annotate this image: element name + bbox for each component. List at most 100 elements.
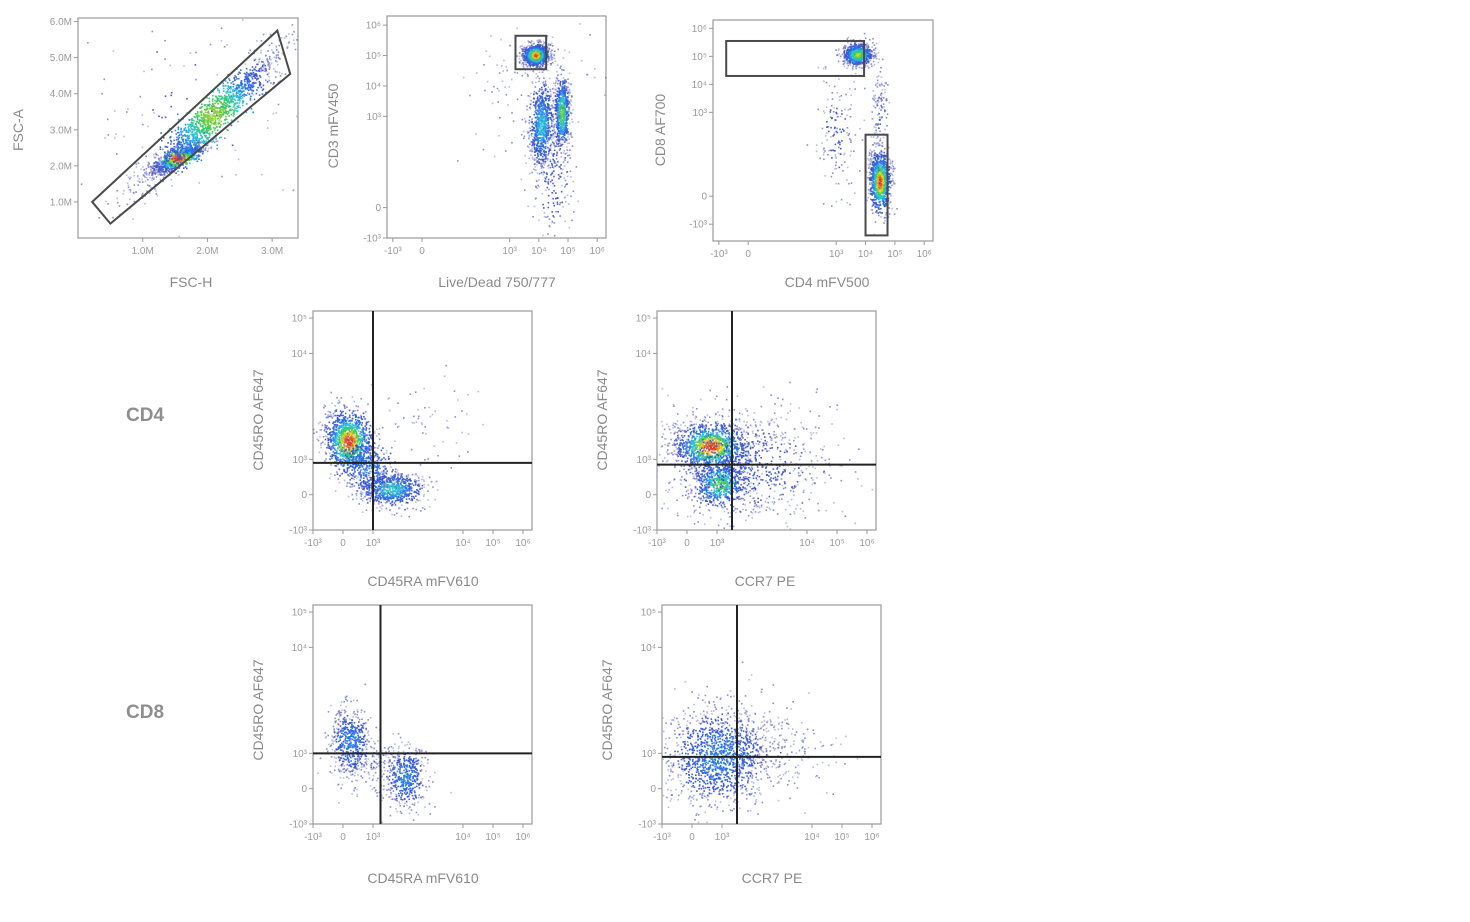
event-dot bbox=[540, 158, 543, 161]
event-dot bbox=[214, 102, 216, 105]
event-dot bbox=[214, 121, 217, 123]
event-dot bbox=[224, 137, 226, 139]
event-dot bbox=[535, 133, 537, 136]
event-dot bbox=[547, 137, 550, 139]
event-dot bbox=[232, 90, 234, 93]
event-dot bbox=[177, 160, 180, 162]
event-dot bbox=[143, 70, 145, 73]
event-dot bbox=[180, 160, 183, 162]
event-dot bbox=[548, 58, 550, 60]
event-dot bbox=[551, 141, 554, 144]
event-dot bbox=[566, 149, 569, 151]
event-dot bbox=[569, 112, 572, 114]
event-dot bbox=[185, 153, 187, 155]
event-dot bbox=[526, 108, 528, 111]
event-dot bbox=[170, 155, 172, 157]
event-dot bbox=[546, 54, 548, 57]
event-dot bbox=[230, 95, 232, 97]
event-dot bbox=[544, 105, 546, 108]
event-dot bbox=[545, 132, 548, 135]
event-dot bbox=[518, 62, 521, 64]
event-dot bbox=[537, 48, 539, 50]
event-dot bbox=[209, 107, 211, 110]
x-tick-label: 1.0M bbox=[132, 246, 154, 257]
event-dot bbox=[170, 159, 173, 162]
event-dot bbox=[175, 156, 177, 158]
event-dot bbox=[558, 136, 560, 139]
event-dot bbox=[544, 52, 546, 55]
event-dot bbox=[254, 74, 257, 76]
event-dot bbox=[278, 39, 281, 41]
event-dot bbox=[266, 58, 268, 60]
event-dot bbox=[188, 151, 190, 154]
event-dot bbox=[246, 80, 249, 83]
event-dot bbox=[538, 150, 541, 152]
event-dot bbox=[145, 155, 147, 158]
event-dot bbox=[173, 159, 176, 162]
event-dot bbox=[522, 48, 525, 50]
event-dot bbox=[236, 107, 238, 110]
gate-rectangle[interactable] bbox=[514, 34, 548, 71]
event-dot bbox=[563, 92, 565, 95]
event-dot bbox=[525, 63, 528, 66]
event-dot bbox=[164, 162, 167, 164]
event-dot bbox=[561, 93, 564, 96]
event-dot bbox=[564, 159, 566, 161]
event-dot bbox=[254, 73, 256, 75]
event-dot bbox=[548, 218, 551, 220]
event-dot bbox=[176, 151, 179, 153]
event-dot bbox=[248, 81, 250, 83]
event-dot bbox=[560, 127, 562, 130]
event-dot bbox=[177, 138, 180, 140]
event-dot bbox=[527, 55, 530, 57]
event-dot bbox=[539, 57, 541, 60]
event-dot bbox=[530, 134, 532, 136]
event-dot bbox=[562, 115, 564, 118]
event-dot bbox=[244, 88, 246, 90]
event-dot bbox=[567, 100, 569, 102]
event-dot bbox=[265, 70, 268, 73]
event-dot bbox=[197, 111, 199, 113]
event-dot bbox=[514, 71, 516, 74]
event-dot bbox=[218, 95, 220, 97]
event-dot bbox=[202, 114, 205, 117]
event-dot bbox=[251, 73, 253, 76]
event-dot bbox=[547, 134, 549, 137]
event-dot bbox=[539, 55, 542, 58]
event-dot bbox=[563, 110, 566, 112]
event-dot bbox=[148, 162, 150, 165]
event-dot bbox=[546, 56, 549, 59]
event-dot bbox=[553, 161, 556, 163]
event-dot bbox=[152, 109, 154, 111]
gate-polygon[interactable] bbox=[90, 28, 292, 226]
event-dot bbox=[527, 52, 529, 54]
event-dot bbox=[193, 142, 195, 144]
event-dot bbox=[562, 111, 565, 113]
event-dot bbox=[244, 78, 246, 80]
event-dot bbox=[547, 137, 549, 139]
event-dot bbox=[537, 40, 540, 42]
event-dot bbox=[157, 164, 159, 166]
event-dot bbox=[251, 92, 253, 95]
event-dot bbox=[219, 108, 222, 111]
event-dot bbox=[546, 140, 549, 142]
event-dot bbox=[536, 161, 538, 164]
event-dot bbox=[565, 140, 567, 143]
event-dot bbox=[536, 97, 539, 100]
event-dot bbox=[553, 53, 555, 56]
event-dot bbox=[198, 115, 201, 117]
event-dot bbox=[559, 101, 561, 103]
event-dot bbox=[277, 63, 279, 66]
event-dot bbox=[167, 161, 169, 164]
event-dot bbox=[540, 143, 542, 145]
event-dot bbox=[524, 47, 527, 49]
event-dot bbox=[166, 156, 169, 158]
event-dot bbox=[545, 84, 547, 86]
event-dot bbox=[541, 110, 544, 113]
event-dot bbox=[544, 53, 546, 55]
event-dot bbox=[534, 54, 537, 57]
event-dot bbox=[214, 107, 217, 109]
event-dot bbox=[176, 163, 178, 166]
event-dot bbox=[562, 124, 565, 127]
event-dot bbox=[126, 174, 128, 177]
